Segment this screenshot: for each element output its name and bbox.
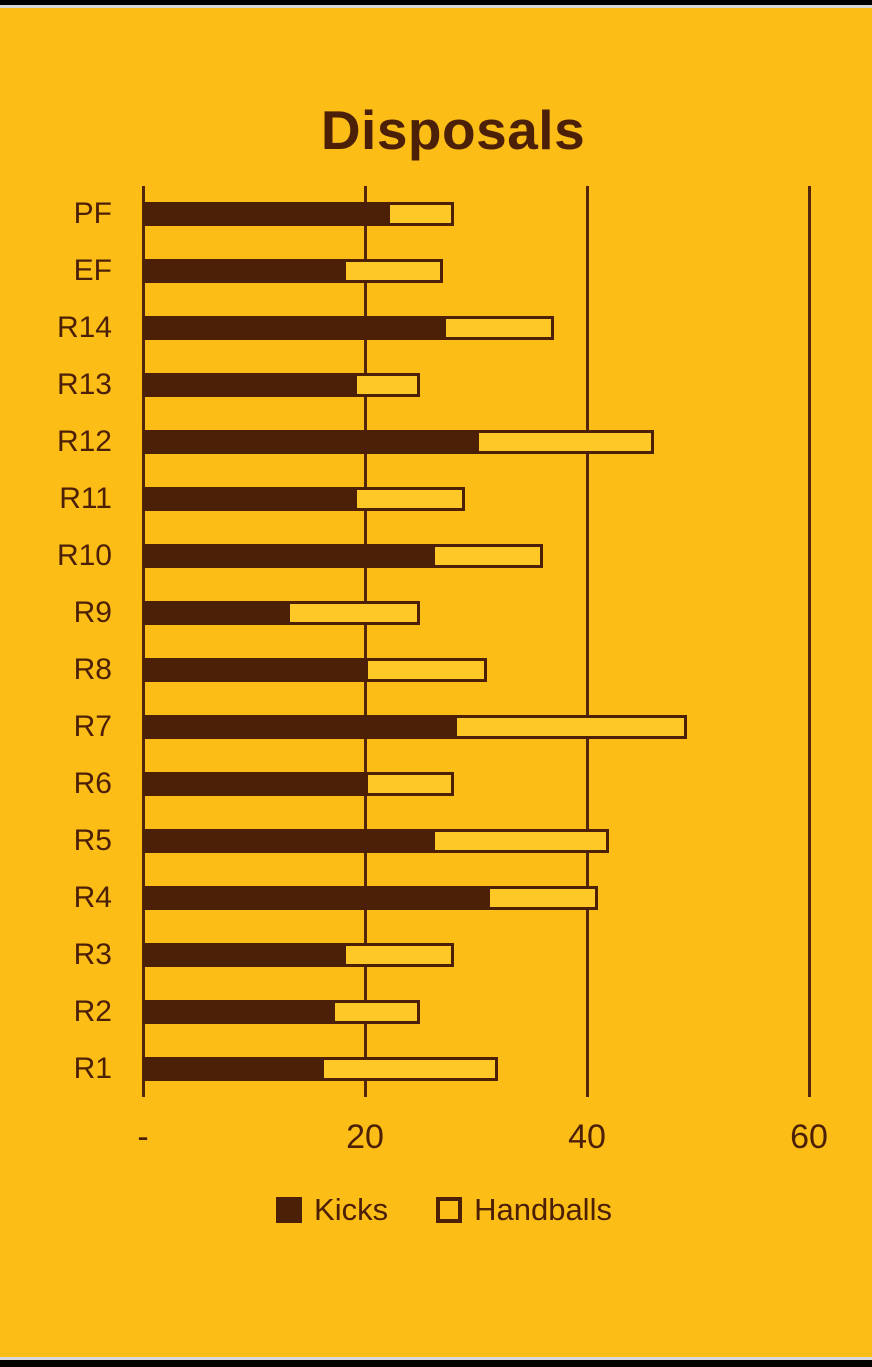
bar-row-ef — [143, 243, 852, 300]
gridline-40 — [586, 186, 589, 1097]
bar-row-r13 — [143, 357, 852, 414]
chart-title: Disposals — [320, 99, 586, 161]
kicks-bar-r4 — [143, 885, 488, 910]
category-label-r1: R1 — [73, 1051, 112, 1085]
bar-row-r2 — [143, 983, 852, 1040]
kicks-bar-r11 — [143, 487, 354, 512]
handballs-bar-r9 — [287, 601, 421, 626]
legend-label-handballs: Handballs — [474, 1192, 612, 1227]
kicks-bar-r1 — [143, 1056, 321, 1081]
handballs-bar-r6 — [365, 771, 454, 796]
handballs-bar-ef — [342, 259, 443, 284]
category-label-r12: R12 — [56, 425, 112, 459]
category-axis: PF EF R14 R13 R12 R11 R10 R9 R8 R7 R6 R5 R4 R3 R2 R1 — [0, 186, 128, 1097]
category-label-r2: R2 — [73, 994, 112, 1028]
category-label-r14: R14 — [56, 311, 112, 345]
x-tick-label-60: 60 — [790, 1118, 828, 1156]
bar-row-r3 — [143, 926, 852, 983]
handballs-bar-r12 — [476, 430, 654, 455]
gridline-60 — [808, 186, 811, 1097]
handballs-bar-r4 — [487, 885, 599, 910]
bar-row-r1 — [143, 1040, 852, 1097]
handballs-bar-r3 — [342, 942, 454, 967]
handballs-bar-r7 — [453, 714, 687, 739]
bar-row-r4 — [143, 869, 852, 926]
kicks-bar-r8 — [143, 657, 365, 682]
category-label-r7: R7 — [73, 709, 112, 743]
bar-row-r7 — [143, 698, 852, 755]
handballs-bar-r5 — [431, 828, 610, 853]
category-label-r6: R6 — [73, 766, 112, 800]
bar-row-r5 — [143, 812, 852, 869]
handballs-bar-r10 — [431, 544, 543, 569]
kicks-bar-r12 — [143, 430, 476, 455]
handballs-bar-pf — [387, 202, 454, 227]
kicks-bar-r2 — [143, 999, 332, 1024]
legend-item-kicks: Kicks — [276, 1192, 388, 1228]
category-label-r10: R10 — [56, 539, 112, 573]
legend-item-handballs: Handballs — [436, 1192, 612, 1228]
top-frame-bar — [0, 0, 872, 8]
category-label-pf: PF — [73, 197, 112, 231]
bottom-frame-bar — [0, 1357, 872, 1367]
category-label-r3: R3 — [73, 937, 112, 971]
handballs-bar-r11 — [353, 487, 465, 512]
kicks-bar-r5 — [143, 828, 432, 853]
kicks-swatch-icon — [276, 1197, 303, 1223]
bar-row-r6 — [143, 755, 852, 812]
y-axis-line — [142, 186, 145, 1097]
category-label-r4: R4 — [73, 880, 112, 914]
plot-area — [142, 186, 852, 1097]
kicks-bar-r7 — [143, 714, 454, 739]
handballs-swatch-icon — [436, 1197, 463, 1223]
legend: Kicks Handballs — [8, 1192, 872, 1228]
bar-row-r12 — [143, 414, 852, 471]
bar-row-r8 — [143, 642, 852, 699]
x-tick-label-20: 20 — [346, 1118, 384, 1156]
bar-row-r10 — [143, 528, 852, 585]
bar-row-r9 — [143, 585, 852, 642]
category-label-r11: R11 — [59, 482, 112, 516]
kicks-bar-r3 — [143, 942, 343, 967]
value-axis: - 20 40 60 — [0, 1118, 872, 1164]
handballs-bar-r14 — [442, 316, 554, 341]
handballs-bar-r1 — [320, 1056, 499, 1081]
kicks-bar-r13 — [143, 373, 354, 398]
kicks-bar-r10 — [143, 544, 432, 569]
handballs-bar-r13 — [353, 373, 421, 398]
category-label-r8: R8 — [73, 652, 112, 686]
category-label-ef: EF — [73, 254, 112, 288]
gridline-20 — [364, 186, 367, 1097]
kicks-bar-r9 — [143, 601, 288, 626]
handballs-bar-r8 — [365, 657, 488, 682]
bar-row-r14 — [143, 300, 852, 357]
bar-row-pf — [143, 186, 852, 243]
kicks-bar-ef — [143, 259, 343, 284]
category-label-r13: R13 — [56, 368, 112, 402]
handballs-bar-r2 — [331, 999, 421, 1024]
kicks-bar-r14 — [143, 316, 443, 341]
kicks-bar-r6 — [143, 771, 365, 796]
category-label-r5: R5 — [73, 823, 112, 857]
bar-row-r11 — [143, 471, 852, 528]
x-tick-label-40: 40 — [568, 1118, 606, 1156]
legend-label-kicks: Kicks — [314, 1192, 389, 1227]
category-label-r9: R9 — [73, 596, 112, 630]
kicks-bar-pf — [143, 202, 388, 227]
x-tick-label-0: - — [137, 1118, 149, 1156]
